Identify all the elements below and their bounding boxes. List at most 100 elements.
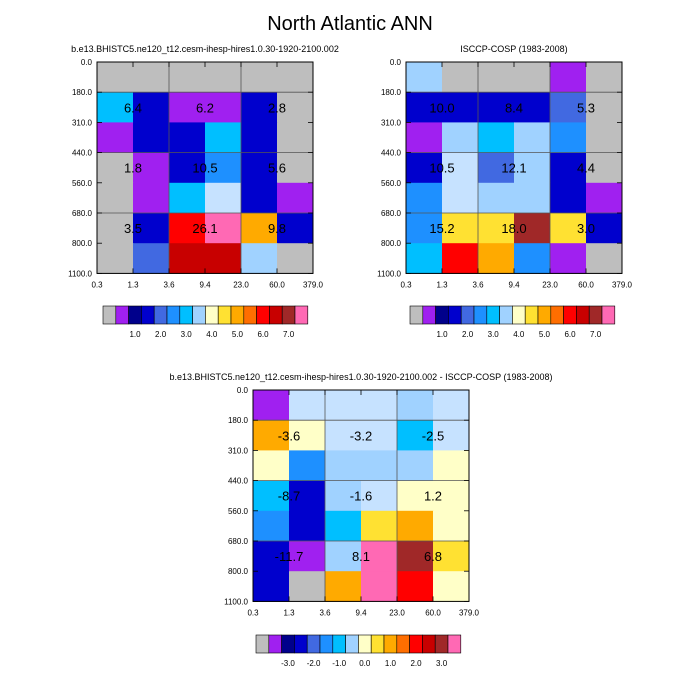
heatmap-cell — [514, 152, 551, 184]
colorbar-swatch — [383, 634, 398, 654]
x-tick-label: 1.3 — [436, 280, 448, 289]
colorbar-swatch — [345, 634, 359, 654]
colorbar-swatch — [205, 305, 219, 325]
colorbar-label: -2.0 — [307, 659, 321, 668]
heatmap-cell — [325, 390, 362, 421]
heatmap-cell — [478, 182, 515, 214]
heatmap-cell — [406, 152, 443, 184]
colorbar-swatch — [409, 305, 424, 325]
heatmap-cell — [325, 480, 362, 512]
x-tick-label: 379.0 — [612, 280, 633, 289]
heatmap-cell — [277, 182, 314, 214]
heatmap-panel-2: ISCCP-COSP (1983-2008) 0.0 180.0 310.0 440.0… — [377, 44, 632, 339]
heatmap-cell — [325, 571, 362, 602]
heatmap-cell — [133, 152, 170, 184]
heatmap-cell — [550, 152, 587, 184]
heatmap-cell — [205, 182, 242, 214]
heatmap-cell — [478, 62, 515, 93]
heatmap-cell — [169, 213, 206, 244]
colorbar-swatch — [141, 305, 155, 325]
heatmap-cell — [169, 62, 206, 93]
x-tick-label: 3.6 — [319, 608, 331, 617]
heatmap-cell — [253, 420, 290, 451]
heatmap-cell — [169, 182, 206, 214]
colorbar-swatch — [358, 634, 372, 654]
block-value-label: 6.2 — [196, 100, 214, 115]
colorbar-label: 3.0 — [181, 330, 193, 339]
x-tick-label: 1.3 — [127, 280, 139, 289]
y-tick-label: 800.0 — [72, 239, 93, 248]
heatmap-cell — [205, 62, 242, 93]
heatmap-cell — [442, 122, 479, 154]
heatmap-cell — [289, 480, 326, 512]
colorbar-swatch — [447, 634, 462, 654]
colorbar-label: 5.0 — [232, 330, 244, 339]
heatmap-cell — [478, 213, 515, 244]
block-value-label: 5.6 — [268, 161, 286, 176]
heatmap-cell — [241, 213, 278, 244]
colorbar-swatch — [269, 305, 283, 325]
heatmap-cell — [277, 152, 314, 184]
heatmap-cell — [133, 122, 170, 154]
y-tick-label: 560.0 — [381, 179, 402, 188]
colorbar-label: -1.0 — [332, 659, 346, 668]
heatmap-cell — [289, 510, 326, 542]
heatmap-cell — [361, 450, 398, 482]
heatmap-cell — [478, 152, 515, 184]
heatmap-cell — [550, 213, 587, 244]
heatmap-cell — [289, 390, 326, 421]
colorbar-swatch — [230, 305, 245, 325]
heatmap-cell — [406, 243, 443, 274]
heatmap-cell — [550, 62, 587, 93]
y-tick-label: 680.0 — [228, 537, 249, 546]
heatmap-cell — [514, 213, 551, 244]
colorbar-swatch — [448, 305, 462, 325]
x-tick-label: 9.4 — [508, 280, 520, 289]
colorbar-swatch — [409, 634, 423, 654]
heatmap-cell — [442, 213, 479, 244]
heatmap-cell — [277, 213, 314, 244]
y-tick-label: 440.0 — [228, 477, 249, 486]
colorbar-swatch — [332, 634, 346, 654]
x-tick-label: 0.3 — [91, 280, 103, 289]
heatmap-cell — [433, 420, 470, 451]
heatmap-cell — [586, 182, 623, 214]
x-tick-label: 60.0 — [425, 608, 441, 617]
heatmap-cell — [586, 92, 623, 123]
heatmap-panels: b.e13.BHISTC5.ne120_t12.cesm-ihesp-hires… — [68, 44, 632, 668]
panel-title: ISCCP-COSP (1983-2008) — [460, 44, 567, 54]
heatmap-cell — [433, 390, 470, 421]
block-value-label: 6.4 — [124, 100, 142, 115]
heatmap-cell — [241, 92, 278, 123]
block-value-label: 4.4 — [577, 161, 595, 176]
y-tick-label: 440.0 — [381, 149, 402, 158]
heatmap-cell — [442, 152, 479, 184]
heatmap-cell — [550, 243, 587, 274]
colorbar-label: 2.0 — [462, 330, 474, 339]
colorbar-swatch — [473, 305, 488, 325]
block-value-label: 9.8 — [268, 221, 286, 236]
x-tick-label: 60.0 — [578, 280, 594, 289]
colorbar-swatch — [588, 305, 603, 325]
heatmap-cell — [397, 480, 434, 512]
heatmap-cell — [442, 182, 479, 214]
heatmap-cell — [397, 450, 434, 482]
heatmap-cell — [514, 122, 551, 154]
heatmap-cell — [442, 92, 479, 123]
block-value-label: -11.7 — [275, 549, 304, 564]
y-tick-label: 310.0 — [381, 118, 402, 127]
colorbar-label: 3.0 — [436, 659, 448, 668]
y-tick-label: 800.0 — [381, 239, 402, 248]
heatmap-cell — [205, 122, 242, 154]
heatmap-cell — [586, 152, 623, 184]
y-tick-label: 680.0 — [381, 209, 402, 218]
panel-title: b.e13.BHISTC5.ne120_t12.cesm-ihesp-hires… — [169, 372, 552, 382]
heatmap-cell — [433, 480, 470, 512]
y-tick-label: 180.0 — [381, 88, 402, 97]
colorbar-swatch — [243, 305, 257, 325]
heatmap-cell — [361, 480, 398, 512]
block-value-label: 10.5 — [429, 161, 454, 176]
block-value-label: 3.5 — [124, 221, 142, 236]
heatmap-cell — [442, 243, 479, 274]
heatmap-cell — [253, 390, 290, 421]
